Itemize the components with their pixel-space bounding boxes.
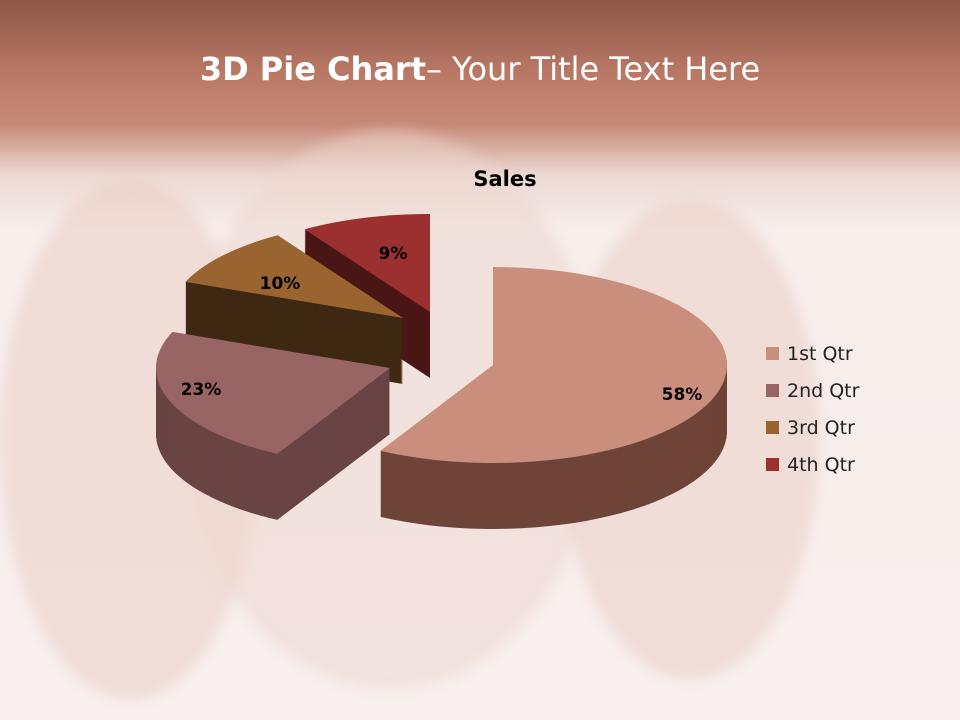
legend-swatch: [766, 421, 779, 434]
legend-item: 4th Qtr: [766, 446, 859, 483]
data-label-4: 9%: [379, 244, 408, 264]
legend-label: 4th Qtr: [787, 453, 855, 476]
legend-swatch: [766, 458, 779, 471]
legend-swatch: [766, 384, 779, 397]
pie-slice-3: [185, 235, 403, 384]
pie-slice-top-3: [185, 235, 403, 318]
slide-title: 3D Pie Chart– Your Title Text Here: [0, 50, 960, 88]
pie-slice-top-1: [380, 267, 727, 463]
legend-item: 1st Qtr: [766, 335, 859, 372]
slide-title-rest: – Your Title Text Here: [425, 50, 761, 88]
legend-swatch: [766, 347, 779, 360]
data-label-2: 23%: [181, 380, 222, 400]
legend-label: 1st Qtr: [787, 342, 853, 365]
data-label-1: 58%: [662, 385, 703, 405]
legend: 1st Qtr 2nd Qtr 3rd Qtr 4th Qtr: [766, 335, 859, 483]
pie-slice-2: [156, 331, 390, 520]
legend-item: 3rd Qtr: [766, 409, 859, 446]
legend-label: 2nd Qtr: [787, 379, 860, 402]
slide-title-bold: 3D Pie Chart: [199, 50, 426, 88]
pie-slice-1: [380, 267, 728, 529]
legend-label: 3rd Qtr: [787, 416, 855, 439]
data-label-3: 10%: [260, 274, 301, 294]
chart-title: Sales: [473, 167, 537, 191]
pie-slice-top-2: [156, 331, 390, 454]
legend-item: 2nd Qtr: [766, 372, 859, 409]
pie-slice-top-4: [304, 214, 430, 312]
